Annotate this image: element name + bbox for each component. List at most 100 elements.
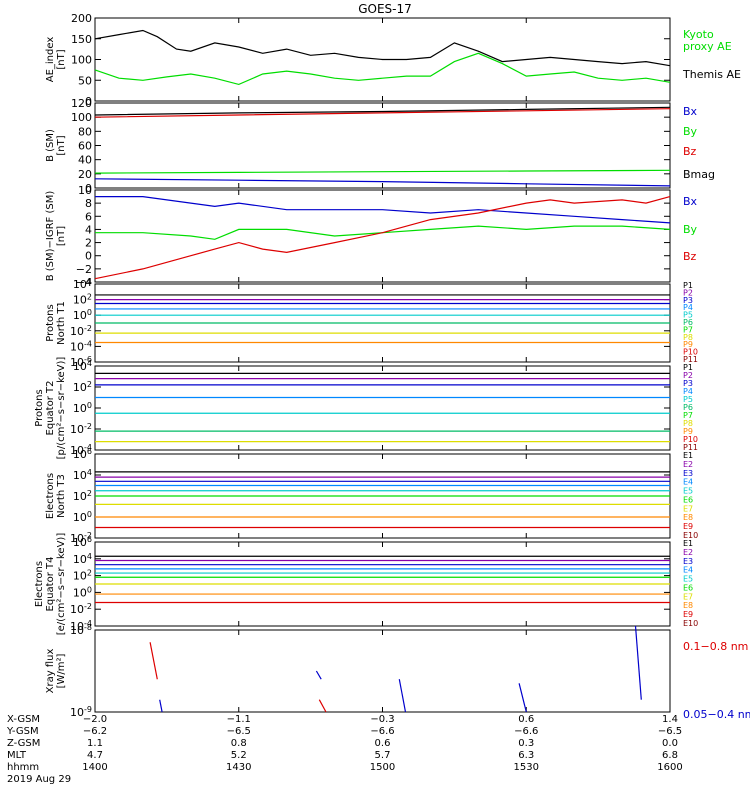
- y-axis-label: Xray flux: [45, 649, 56, 694]
- series-line: [94, 52, 671, 86]
- x-tick-value: 1.1: [87, 738, 103, 749]
- x-tick-value: 1600: [657, 762, 682, 773]
- y-tick-label: 10-9: [70, 705, 92, 719]
- y-axis-label: Protons: [34, 389, 45, 426]
- series-line: [95, 225, 671, 240]
- y-tick-label: 10-4: [70, 339, 92, 353]
- series-line: [94, 108, 671, 118]
- legend-entry: E2: [683, 548, 693, 557]
- x-tick-value: −6.6: [514, 726, 538, 737]
- legend-entry: Bx: [683, 105, 698, 118]
- series-line: [315, 670, 322, 680]
- legend-entry: E6: [683, 583, 693, 592]
- y-tick-label: 104: [73, 359, 92, 373]
- panel-frame: [94, 629, 671, 713]
- y-tick-label: 200: [71, 12, 92, 25]
- legend-entry: Bmag: [683, 168, 715, 181]
- x-tick-value: 6.3: [518, 750, 534, 761]
- series-line: [94, 106, 671, 116]
- series-line: [518, 683, 527, 713]
- legend-entry: E4: [683, 566, 693, 575]
- legend-entry: E8: [683, 601, 693, 610]
- x-row-label: 2019 Aug 29: [7, 774, 71, 785]
- x-row-label: X-GSM: [7, 714, 40, 725]
- legend-entry: P7: [683, 325, 693, 334]
- legend-entry: P4: [683, 387, 693, 396]
- legend-entry: P10: [683, 348, 698, 357]
- legend-entry: Bz: [683, 250, 697, 263]
- y-axis-label: Electrons: [34, 561, 45, 607]
- series-line: [159, 699, 163, 713]
- x-tick-value: −2.0: [83, 714, 107, 725]
- y-tick-label: 104: [73, 552, 92, 566]
- legend-entry: E7: [683, 592, 693, 601]
- legend-entry: Themis AE: [682, 68, 741, 81]
- legend-entry: P11: [683, 443, 698, 452]
- y-tick-label: 10-4: [70, 443, 92, 457]
- legend-entry: E2: [683, 460, 693, 469]
- y-tick-label: 80: [78, 125, 92, 138]
- legend-entry: E5: [683, 487, 693, 496]
- legend-entry: proxy AE: [683, 40, 732, 53]
- y-axis-label: North T3: [56, 474, 67, 518]
- legend-entry: E6: [683, 495, 693, 504]
- series-line: [94, 196, 671, 280]
- legend-entry: By: [683, 125, 698, 138]
- x-tick-value: −6.5: [227, 726, 251, 737]
- x-tick-value: 5.7: [375, 750, 391, 761]
- legend-entry: E1: [683, 451, 693, 460]
- y-tick-label: 100: [73, 401, 92, 415]
- legend-entry: 0.1−0.8 nm: [683, 640, 748, 653]
- panel-xray: 10-9 10-8 Xray flux [W/m²] 0.1−0.8 nm 0.05−0.…: [45, 623, 750, 721]
- y-axis-label: B (SM)−IGRF (SM): [45, 191, 56, 282]
- y-axis-label: North T1: [56, 301, 67, 345]
- y-tick-label: 10-2: [70, 531, 92, 545]
- y-axis-label: Protons: [45, 304, 56, 341]
- y-tick-label: 0: [85, 95, 92, 108]
- x-tick-value: 1500: [370, 762, 395, 773]
- y-tick-label: 10-2: [70, 422, 92, 436]
- series-line: [634, 625, 642, 700]
- y-tick-label: 100: [71, 111, 92, 124]
- y-tick-label: 50: [78, 74, 92, 87]
- x-tick-value: 6.8: [662, 750, 678, 761]
- y-tick-label: 4: [85, 223, 92, 236]
- y-tick-label: 100: [73, 585, 92, 599]
- x-tick-value: 0.6: [375, 738, 391, 749]
- x-tick-value: −0.3: [370, 714, 394, 725]
- legend-entry: E10: [683, 619, 698, 628]
- legend-entry: By: [683, 223, 698, 236]
- y-axis-label: Equator T4: [45, 557, 56, 612]
- legend-entry: P4: [683, 303, 693, 312]
- y-tick-label: 100: [73, 510, 92, 524]
- x-tick-value: 4.7: [87, 750, 103, 761]
- y-axis-label: [p/(cm²−s−sr−keV)]: [56, 357, 67, 460]
- legend-entry: E3: [683, 557, 693, 566]
- panel-p_t2: 10-4 10-2 100 102 104 Protons Equator T2 [p/(cm…: [34, 357, 698, 460]
- x-tick-value: 0.0: [662, 738, 678, 749]
- legend-entry: P5: [683, 395, 693, 404]
- x-tick-value: 0.8: [231, 738, 247, 749]
- y-tick-label: 20: [78, 168, 92, 181]
- x-tick-value: 0.3: [518, 738, 534, 749]
- legend-entry: P9: [683, 340, 693, 349]
- legend-entry: Bz: [683, 145, 697, 158]
- x-tick-value: −6.2: [83, 726, 107, 737]
- y-axis-label: Electrons: [45, 473, 56, 519]
- y-tick-label: 10: [78, 184, 92, 197]
- y-axis-label: [nT]: [56, 135, 67, 155]
- panel-e_t4: 10-4 10-2 100 102 104 106 Electrons Equator T4[…: [34, 533, 698, 636]
- x-tick-value: 1430: [226, 762, 251, 773]
- y-tick-label: 150: [71, 33, 92, 46]
- y-tick-label: 102: [73, 380, 92, 394]
- y-tick-label: 0: [85, 250, 92, 263]
- x-tick-value: −6.5: [658, 726, 682, 737]
- y-axis-label: [e/(cm²−s−sr−keV)]: [56, 533, 67, 636]
- series-line: [94, 29, 671, 67]
- legend-entry: P7: [683, 411, 693, 420]
- y-tick-label: 104: [73, 277, 92, 291]
- series-line: [94, 178, 671, 187]
